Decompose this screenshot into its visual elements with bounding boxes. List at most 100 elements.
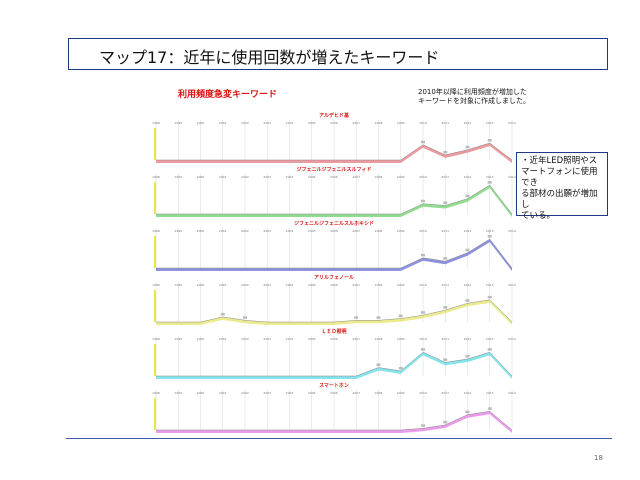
tick-label: 2001 bbox=[219, 283, 227, 287]
axis-accent bbox=[154, 182, 156, 214]
tick-label: 2006 bbox=[330, 283, 338, 287]
tick-label: 2008 bbox=[375, 121, 383, 125]
series-area bbox=[156, 299, 512, 325]
tick-label: 2002 bbox=[241, 337, 249, 341]
data-point bbox=[487, 407, 492, 410]
tick-label: 2013 bbox=[486, 229, 494, 233]
tick-label: 2014 bbox=[508, 283, 516, 287]
tick-label: 2013 bbox=[486, 175, 494, 179]
tick-label: 2003 bbox=[263, 121, 271, 125]
tick-label: 1999 bbox=[174, 283, 182, 287]
data-point bbox=[443, 358, 448, 361]
tick-label: 2007 bbox=[352, 229, 360, 233]
tick-label: 2000 bbox=[197, 283, 205, 287]
tick-label: 2008 bbox=[375, 337, 383, 341]
tick-label: 2012 bbox=[464, 337, 472, 341]
chart-title: スマートホン bbox=[319, 382, 349, 389]
series-line bbox=[156, 184, 513, 215]
tick-label: 2012 bbox=[464, 175, 472, 179]
tick-label: 2005 bbox=[308, 121, 316, 125]
series-line bbox=[156, 351, 513, 377]
data-point bbox=[376, 363, 381, 366]
tick-label: 2008 bbox=[375, 229, 383, 233]
tick-label: 1998 bbox=[152, 175, 160, 179]
data-point bbox=[443, 201, 448, 204]
series-line bbox=[156, 142, 513, 161]
tick-label: 2011 bbox=[441, 175, 449, 179]
data-point bbox=[465, 194, 470, 198]
data-point bbox=[421, 140, 425, 144]
data-point bbox=[465, 410, 470, 414]
tick-label: 2009 bbox=[397, 391, 405, 395]
tick-label: 2004 bbox=[286, 175, 294, 179]
chart-panel: スマートホン 1998 1999 2000 2001 2002 2003 2004 2005 20… bbox=[152, 382, 516, 433]
data-point bbox=[398, 366, 403, 370]
tick-label: 2013 bbox=[486, 391, 494, 395]
tick-label: 2010 bbox=[419, 229, 427, 233]
callout-line: ている。 bbox=[521, 211, 556, 221]
tick-label: 2001 bbox=[219, 121, 227, 125]
tick-label: 2002 bbox=[241, 175, 249, 179]
tick-label: 2006 bbox=[330, 337, 338, 341]
tick-label: 1998 bbox=[152, 283, 160, 287]
note-line: 2010年以降に利用頻度が増加した bbox=[418, 88, 527, 96]
series-line bbox=[156, 411, 513, 431]
tick-label: 2003 bbox=[263, 391, 271, 395]
tick-label: 2000 bbox=[197, 229, 205, 233]
tick-label: 2010 bbox=[419, 283, 427, 287]
tick-label: 1998 bbox=[152, 229, 160, 233]
tick-label: 2014 bbox=[508, 175, 516, 179]
tick-label: 2007 bbox=[352, 175, 360, 179]
callout-line: マートフォンに使用でき bbox=[521, 167, 598, 188]
keyword-charts: アルデヒド基 1998 1999 2000 2001 2002 2003 2004 2005 20… bbox=[152, 112, 516, 433]
data-point bbox=[465, 355, 470, 358]
tick-label: 2002 bbox=[241, 229, 249, 233]
tick-label: 2013 bbox=[486, 121, 494, 125]
tick-label: 2013 bbox=[486, 283, 494, 287]
tick-label: 2007 bbox=[352, 283, 360, 287]
data-point bbox=[421, 199, 425, 203]
tick-label: 2006 bbox=[330, 175, 338, 179]
axis-accent bbox=[154, 290, 156, 322]
chart-title: アリルフェノール bbox=[314, 275, 354, 281]
tick-label: 2000 bbox=[197, 175, 205, 179]
tick-label: 2011 bbox=[441, 391, 449, 395]
tick-label: 2004 bbox=[286, 337, 294, 341]
chart-panel: ジフェニルジフェニルスルフィド 1998 1999 2000 2001 2002 2003 2… bbox=[152, 167, 516, 217]
tick-label: 2006 bbox=[330, 121, 338, 125]
tick-label: 2014 bbox=[508, 391, 516, 395]
chart-panel: ジフェニルジフェニルスルホキシド 1998 1999 2000 2001 2002 2003… bbox=[152, 220, 516, 271]
series-area bbox=[156, 352, 512, 379]
tick-label: 2004 bbox=[286, 283, 294, 287]
tick-label: 2001 bbox=[219, 175, 227, 179]
data-point bbox=[376, 316, 381, 319]
tick-label: 1999 bbox=[174, 121, 182, 125]
data-point bbox=[421, 424, 425, 427]
bottom-rule bbox=[66, 438, 612, 439]
tick-label: 2007 bbox=[352, 337, 360, 341]
tick-label: 2009 bbox=[397, 229, 405, 233]
tick-label: 2014 bbox=[508, 337, 516, 341]
chart-title: ジフェニルジフェニルスルフィド bbox=[297, 167, 372, 173]
data-point bbox=[443, 306, 448, 309]
data-point bbox=[243, 316, 247, 319]
tick-label: 1998 bbox=[152, 337, 160, 341]
callout-line: る部材の出願が増加し bbox=[521, 189, 598, 210]
tick-label: 2003 bbox=[263, 283, 271, 287]
tick-label: 2002 bbox=[241, 391, 249, 395]
data-point bbox=[487, 348, 492, 351]
slide-title: マップ17：近年に使用回数が増えたキーワード bbox=[99, 48, 440, 67]
tick-label: 2005 bbox=[308, 391, 316, 395]
tick-label: 2009 bbox=[397, 283, 405, 287]
data-point bbox=[421, 253, 425, 257]
axis-accent bbox=[154, 128, 156, 160]
tick-label: 2011 bbox=[441, 337, 449, 341]
data-point bbox=[421, 311, 425, 314]
tick-label: 2008 bbox=[375, 283, 383, 287]
title-box: マップ17：近年に使用回数が増えたキーワード bbox=[68, 38, 608, 70]
data-point bbox=[487, 235, 492, 238]
tick-label: 2009 bbox=[397, 175, 405, 179]
data-point bbox=[443, 150, 448, 154]
chart-heading: 利用頻度急変キーワード bbox=[178, 90, 278, 100]
tick-label: 2003 bbox=[263, 337, 271, 341]
